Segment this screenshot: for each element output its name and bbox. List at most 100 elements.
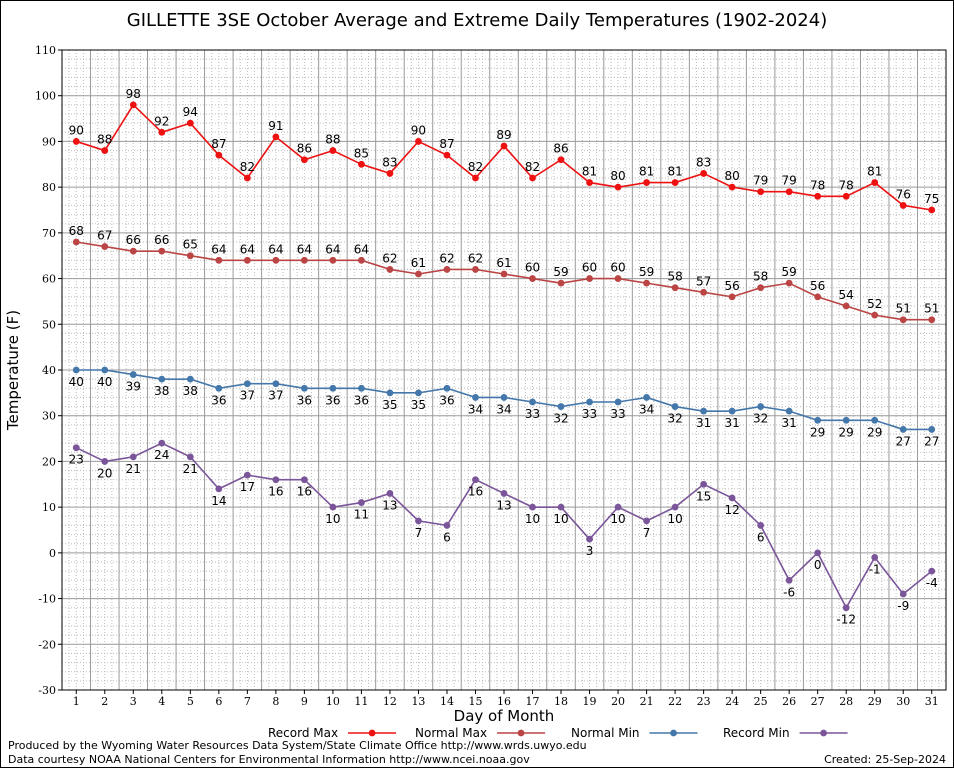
- data-label: 32: [667, 412, 682, 426]
- data-label: 10: [667, 512, 682, 526]
- data-point: [186, 252, 194, 260]
- x-tick-label: 23: [697, 695, 711, 708]
- data-point: [72, 444, 80, 452]
- credit-produced-by: Produced by the Wyoming Water Resources …: [8, 739, 587, 752]
- data-label: 33: [582, 407, 597, 421]
- data-point: [443, 151, 451, 159]
- data-label: 61: [496, 256, 511, 270]
- data-point: [243, 380, 251, 388]
- x-tick-label: 9: [301, 695, 308, 708]
- data-label: 86: [297, 142, 312, 156]
- data-point: [728, 293, 736, 301]
- data-point: [158, 375, 166, 383]
- data-point: [500, 142, 508, 150]
- data-point: [415, 270, 422, 278]
- x-tick-label: 11: [354, 695, 368, 708]
- data-label: 38: [154, 384, 169, 398]
- data-point: [700, 170, 708, 177]
- data-point: [842, 604, 850, 612]
- data-point: [272, 380, 280, 388]
- data-label: 89: [496, 128, 511, 142]
- data-label: 64: [211, 242, 226, 256]
- data-label: 31: [696, 416, 711, 430]
- data-point: [243, 256, 251, 264]
- data-label: 6: [757, 530, 765, 544]
- data-point: [557, 156, 565, 164]
- data-label: 35: [411, 398, 426, 412]
- data-label: 75: [924, 192, 939, 206]
- data-label: 60: [582, 261, 597, 275]
- data-point: [101, 243, 109, 250]
- data-point: [101, 458, 109, 465]
- data-label: 66: [154, 233, 169, 247]
- data-point: [158, 439, 166, 447]
- data-point: [899, 426, 907, 433]
- y-tick-label: -10: [38, 593, 56, 606]
- data-point: [215, 485, 223, 493]
- grid: [61, 49, 947, 691]
- data-label: 36: [297, 393, 312, 407]
- data-label: 10: [610, 512, 625, 526]
- data-label: 56: [724, 279, 739, 293]
- x-tick-label: 26: [782, 695, 796, 708]
- data-label: 6: [443, 530, 451, 544]
- x-tick-label: 2: [101, 695, 108, 708]
- data-label: 54: [839, 288, 854, 302]
- data-label: 62: [439, 251, 454, 265]
- credit-data-courtesy: Data courtesy NOAA National Centers for …: [8, 753, 530, 766]
- data-point: [842, 302, 850, 310]
- data-label: 80: [724, 169, 739, 183]
- data-point: [472, 394, 479, 401]
- data-label: 81: [639, 165, 654, 179]
- chart-title: GILLETTE 3SE October Average and Extreme…: [126, 10, 828, 31]
- data-point: [500, 490, 508, 497]
- x-tick-label: 7: [244, 695, 251, 708]
- data-point: [928, 206, 936, 214]
- data-point: [358, 384, 365, 392]
- data-point: [899, 316, 907, 324]
- data-label: 62: [468, 251, 483, 265]
- y-tick-label: 110: [35, 44, 56, 57]
- data-label: 35: [382, 398, 397, 412]
- data-label: 39: [126, 380, 141, 394]
- x-tick-label: 10: [326, 695, 340, 708]
- series-normal-max: 68 67 66 66 65 64 64 64 64 64 64 62 61 62 62 61 60 59 60 60…: [69, 224, 939, 324]
- data-point: [300, 384, 308, 392]
- data-point: [158, 247, 166, 255]
- data-label: 37: [268, 389, 283, 403]
- data-point: [386, 490, 394, 497]
- y-axis-title: Temperature (F): [4, 310, 22, 431]
- data-label: 90: [411, 123, 426, 137]
- data-point: [842, 192, 850, 200]
- data-point: [785, 279, 793, 287]
- x-tick-label: 12: [383, 695, 397, 708]
- data-point: [300, 256, 308, 264]
- data-point: [272, 256, 280, 264]
- created-label: Created:: [824, 753, 872, 766]
- data-point: [101, 147, 109, 154]
- data-label: 16: [468, 485, 483, 499]
- created-date-text: Created: 25-Sep-2024: [824, 753, 946, 766]
- data-label: 17: [240, 480, 255, 494]
- data-point: [329, 503, 337, 511]
- data-label: -1: [869, 562, 881, 576]
- data-label: 11: [354, 508, 369, 522]
- data-label: 27: [924, 434, 939, 448]
- data-label: 24: [154, 448, 169, 462]
- y-tick-label: 0: [49, 547, 56, 560]
- legend-marker: [820, 729, 827, 737]
- data-point: [757, 284, 765, 292]
- data-point: [557, 503, 565, 511]
- x-tick-label: 18: [554, 695, 568, 708]
- x-tick-label: 4: [158, 695, 165, 708]
- data-point: [129, 247, 137, 255]
- data-label: 10: [325, 512, 340, 526]
- y-axis: -30 -20 -10 0 10 20 30 40 50 60 70 80 90 100 110: [35, 44, 62, 697]
- legend-label: Normal Max: [415, 726, 487, 740]
- legend-marker: [670, 729, 677, 737]
- data-point: [614, 503, 622, 511]
- data-point: [757, 188, 765, 196]
- data-label: 36: [211, 393, 226, 407]
- data-point: [243, 471, 251, 479]
- data-point: [529, 503, 536, 511]
